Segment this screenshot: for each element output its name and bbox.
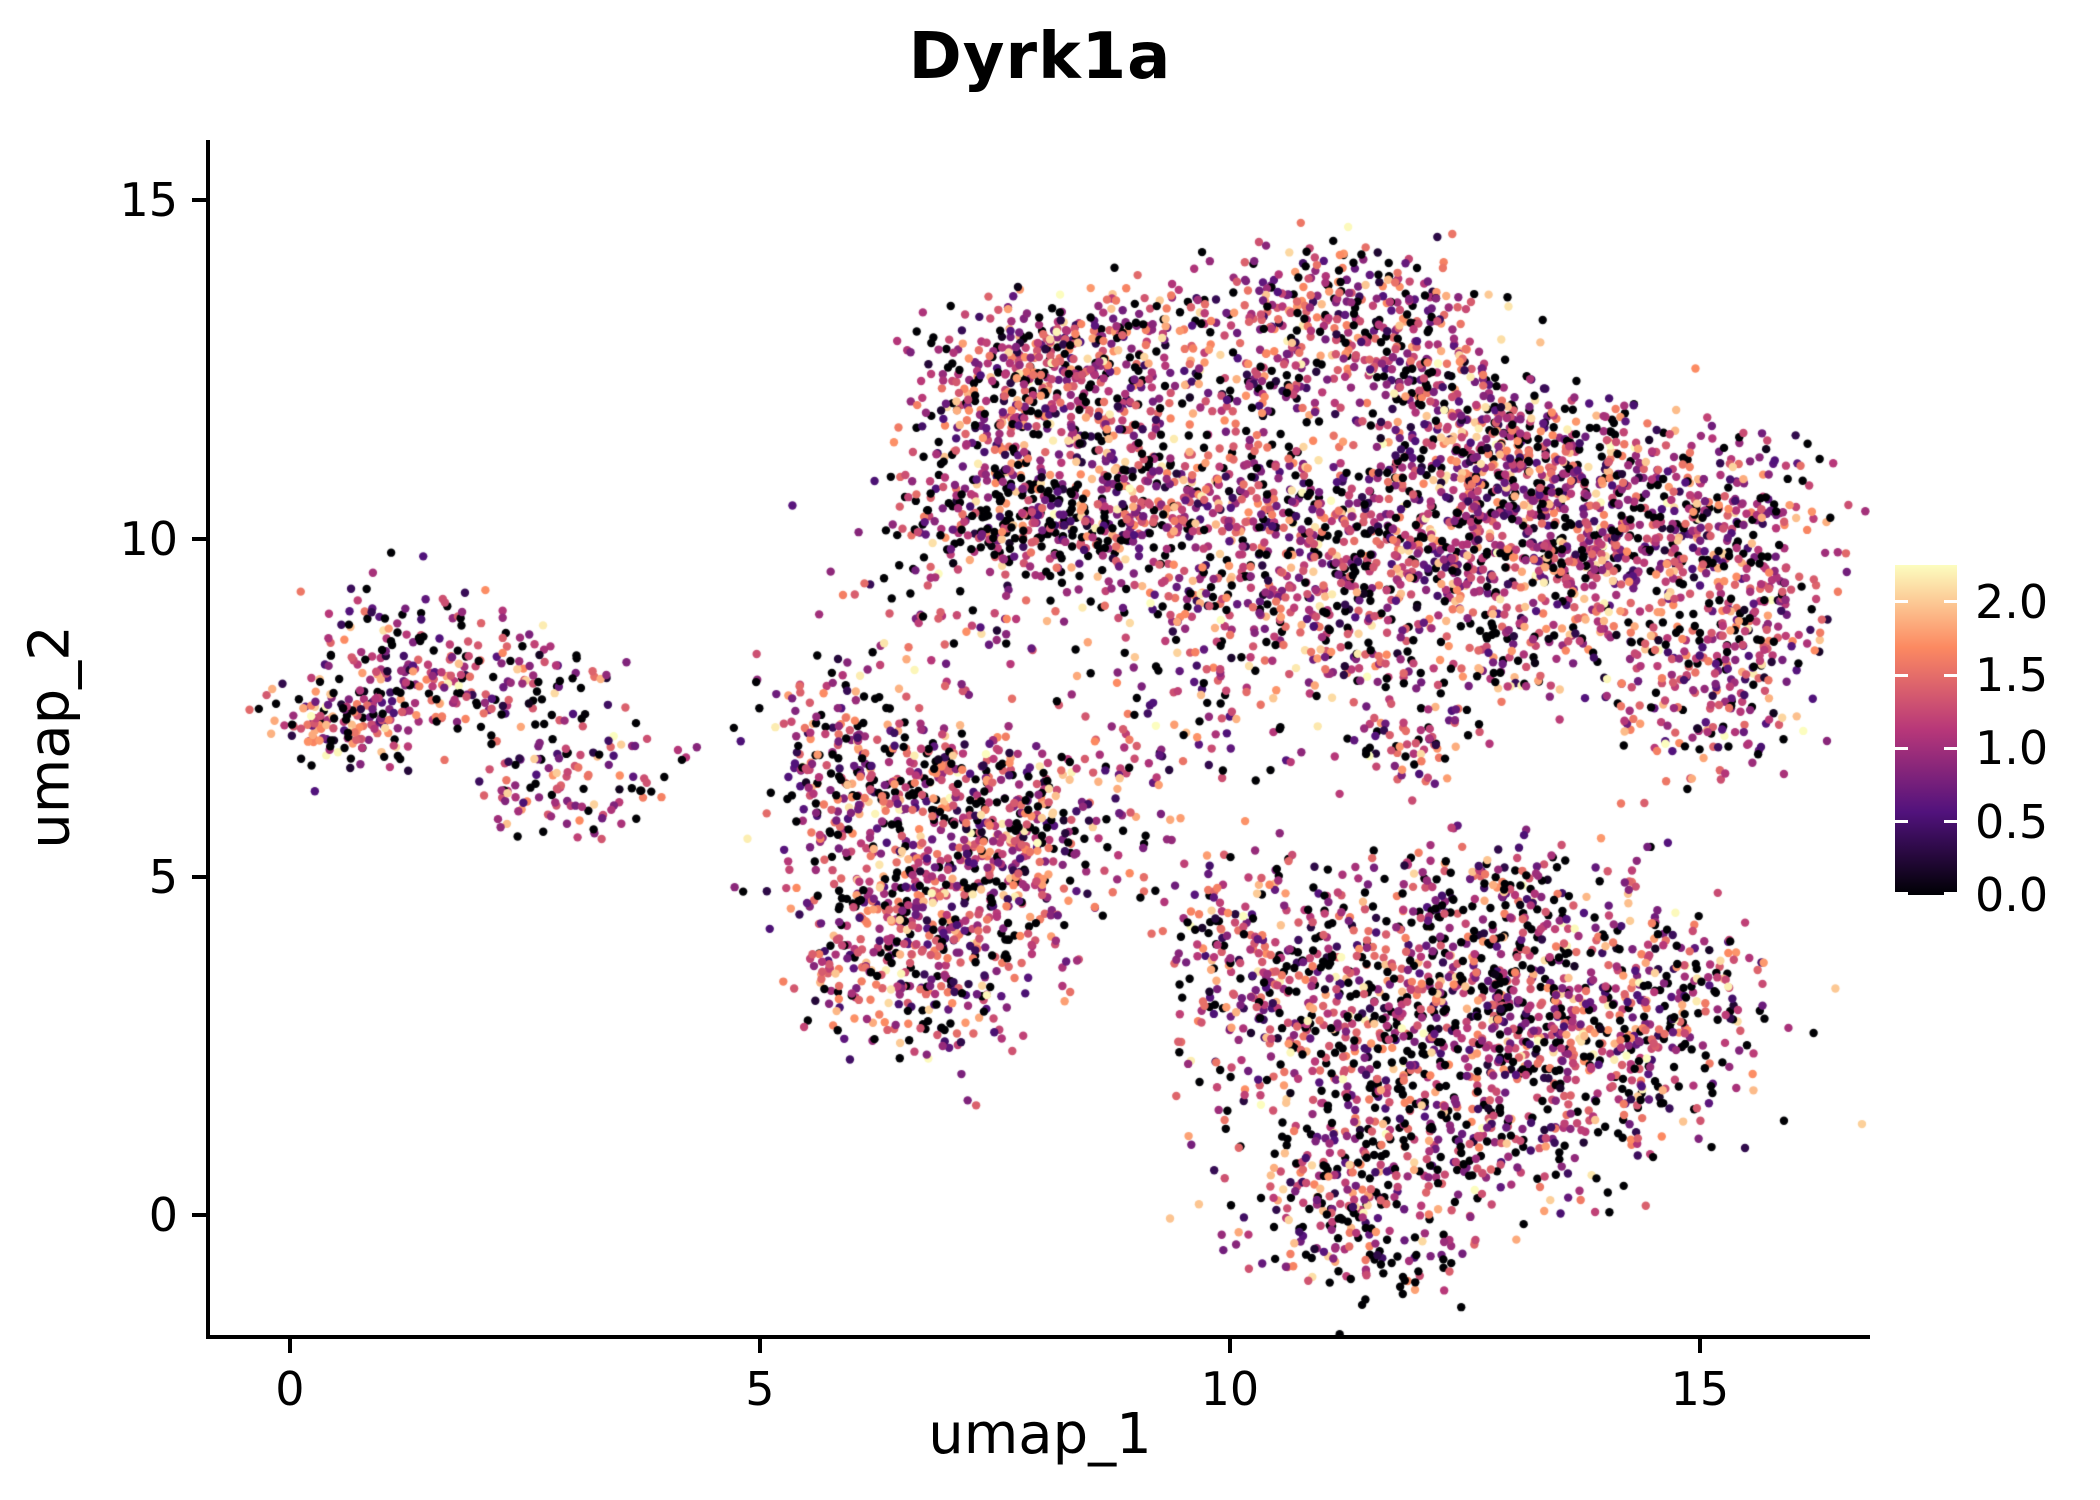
colorbar-tick-label: 1.5	[1975, 648, 2049, 702]
colorbar-tick-mark	[1895, 746, 1908, 750]
plot-title: Dyrk1a	[908, 20, 1172, 94]
y-tick-mark	[192, 874, 206, 879]
colorbar-tick-mark	[1895, 820, 1908, 824]
x-axis-label: umap_1	[928, 1402, 1152, 1467]
y-tick-mark	[192, 536, 206, 541]
x-tick-label: 15	[1670, 1362, 1730, 1416]
x-tick-mark	[1697, 1339, 1702, 1353]
scatter-points-canvas	[210, 140, 1870, 1335]
x-tick-label: 10	[1200, 1362, 1260, 1416]
y-tick-label: 5	[148, 849, 178, 904]
colorbar-tick-mark	[1944, 600, 1957, 604]
colorbar-tick-label: 2.0	[1975, 574, 2049, 629]
y-tick-label: 15	[119, 173, 178, 228]
y-axis-label: umap_2	[17, 625, 83, 849]
colorbar-tick-mark	[1944, 892, 1957, 895]
x-tick-mark	[1227, 1339, 1232, 1353]
y-axis-line	[206, 140, 210, 1339]
colorbar-tick-mark	[1944, 820, 1957, 824]
plot-area	[210, 140, 1870, 1335]
colorbar: 2.0 1.5 1.0 0.5 0.0	[1895, 565, 2095, 922]
colorbar-gradient	[1895, 565, 1957, 895]
colorbar-tick-mark	[1895, 892, 1908, 895]
colorbar-tick-label: 1.0	[1975, 721, 2049, 776]
x-tick-mark	[287, 1339, 292, 1353]
colorbar-tick-mark	[1944, 746, 1957, 750]
colorbar-tick-mark	[1944, 673, 1957, 677]
y-tick-label: 0	[148, 1188, 178, 1243]
x-tick-label: 0	[275, 1362, 305, 1416]
y-tick-mark	[192, 1213, 206, 1218]
x-tick-mark	[757, 1339, 762, 1353]
colorbar-tick-mark	[1895, 600, 1908, 604]
x-axis-line	[206, 1335, 1870, 1339]
colorbar-tick-mark	[1895, 673, 1908, 677]
colorbar-tick-label: 0.5	[1975, 794, 2049, 849]
colorbar-tick-label: 0.0	[1975, 868, 2049, 922]
y-tick-mark	[192, 198, 206, 203]
x-tick-label: 5	[745, 1362, 775, 1416]
y-tick-label: 10	[119, 511, 178, 566]
